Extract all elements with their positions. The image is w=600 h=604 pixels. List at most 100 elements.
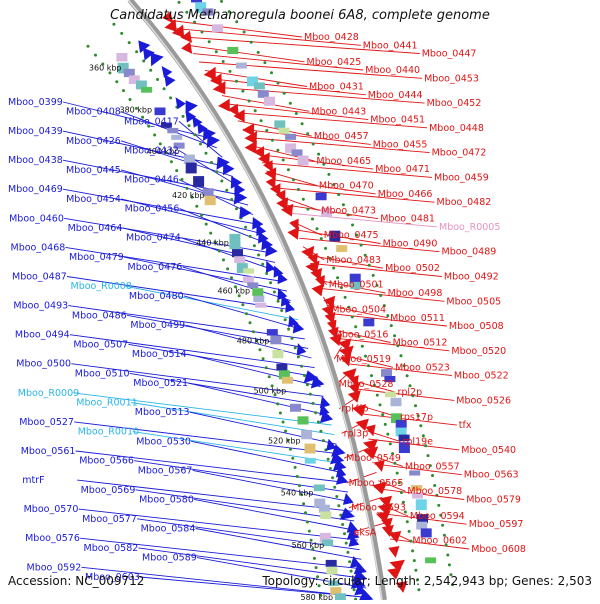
gene-label: Mboo_0452: [427, 98, 482, 109]
genome-backbone-arc: [127, 0, 387, 601]
boundary-dot: [276, 402, 280, 406]
label-connector: [74, 421, 340, 455]
label-connector: [178, 121, 223, 158]
gene-label: Mboo_0445: [66, 165, 121, 176]
position-tick: 580 kbp: [300, 593, 333, 602]
boundary-dot: [302, 502, 306, 506]
label-connector: [120, 169, 249, 206]
boundary-dot: [433, 484, 437, 487]
gene-label: Mboo_0425: [307, 57, 362, 68]
boundary-dot: [281, 158, 285, 162]
boundary-dot: [169, 96, 173, 100]
boundary-dot: [309, 538, 313, 542]
boundary-dot: [382, 304, 386, 308]
label-connector: [192, 469, 351, 503]
label-connector: [185, 324, 312, 359]
boundary-dot: [263, 61, 267, 65]
label-connector: [122, 227, 276, 263]
boundary-dot: [424, 444, 428, 448]
boundary-dot: [386, 314, 390, 318]
position-tick: 420 kbp: [172, 191, 205, 200]
boundary-dot: [248, 234, 252, 238]
gene-arrow: [365, 424, 376, 437]
feature-bar: [409, 470, 421, 476]
gene-label: Mboo_0486: [72, 310, 127, 321]
gene-arrow: [292, 321, 305, 334]
label-connector: [125, 285, 299, 321]
gene-label: Mboo_0490: [383, 239, 438, 250]
feature-bar: [291, 149, 303, 157]
label-connector: [310, 262, 442, 277]
gene-label: Mboo_0608: [471, 544, 526, 555]
boundary-dot: [407, 529, 411, 533]
boundary-dot: [437, 503, 441, 507]
tick-label: 400 kbp: [147, 147, 180, 156]
gene-arrow: [319, 410, 334, 424]
tick-label: 420 kbp: [172, 191, 205, 200]
boundary-dot: [449, 573, 453, 577]
label-connector: [179, 208, 267, 244]
gene-label: Mboo_0447: [422, 49, 477, 60]
feature-bar: [391, 413, 402, 424]
label-connector: [368, 438, 460, 451]
label-connector: [80, 537, 363, 570]
boundary-dot: [134, 106, 138, 110]
label-connector: [338, 338, 450, 352]
boundary-dot: [235, 79, 238, 83]
boundary-dot: [207, 40, 211, 44]
boundary-dot: [357, 335, 361, 338]
boundary-dot: [311, 142, 315, 146]
gene-label: Mboo_0507: [73, 339, 128, 350]
gene-label: Mboo_0505: [446, 296, 501, 307]
boundary-dot: [290, 336, 294, 340]
label-connector: [77, 479, 353, 512]
gene-label: Mboo_0549: [346, 453, 401, 464]
label-connector: [129, 372, 327, 407]
gene-label: rpl3p: [344, 428, 369, 439]
gene-label: Mboo_0479: [69, 252, 124, 263]
boundary-dot: [308, 392, 312, 396]
gene-label: Mboo_0603: [85, 572, 140, 583]
boundary-dot: [311, 401, 315, 405]
feature-bar: [320, 511, 332, 520]
gene-label: Mboo_0566: [79, 456, 134, 467]
label-connector: [131, 402, 335, 436]
boundary-dot: [364, 354, 367, 358]
label-connector: [135, 489, 355, 522]
gene-label: Mboo_0444: [368, 90, 423, 101]
gene-arrow: [181, 41, 193, 54]
boundary-dot: [127, 41, 131, 45]
boundary-dot: [257, 253, 261, 257]
label-connector: [189, 411, 337, 445]
boundary-dot: [336, 276, 340, 280]
gene-arrow: [372, 481, 388, 495]
label-connector: [372, 455, 404, 467]
gene-label: Mboo_0487: [12, 272, 67, 283]
label-connector: [180, 36, 420, 54]
gene-arrow: [239, 206, 252, 219]
gene-arrow: [346, 527, 360, 540]
feature-bar: [270, 335, 282, 345]
label-connector: [174, 27, 361, 46]
gene-arrow: [212, 81, 226, 95]
boundary-dot: [273, 393, 277, 397]
feature-bar: [412, 492, 423, 499]
boundary-dot: [200, 30, 204, 34]
boundary-dot: [408, 384, 412, 388]
boundary-dot: [195, 204, 199, 208]
label-connector: [195, 528, 362, 560]
boundary-dot: [351, 223, 354, 227]
gene-arrow: [381, 525, 394, 537]
feature-bar: [191, 0, 202, 3]
boundary-dot: [135, 50, 139, 54]
boundary-dot: [317, 584, 321, 588]
label-connector: [62, 188, 258, 225]
label-connector: [65, 246, 284, 282]
boundary-dot: [228, 69, 232, 73]
gene-label: Mboo_0457: [314, 131, 369, 142]
feature-bar: [417, 514, 428, 524]
boundary-dot: [147, 124, 151, 128]
gene-label: Mboo_0464: [68, 223, 123, 234]
label-connector: [183, 295, 302, 330]
